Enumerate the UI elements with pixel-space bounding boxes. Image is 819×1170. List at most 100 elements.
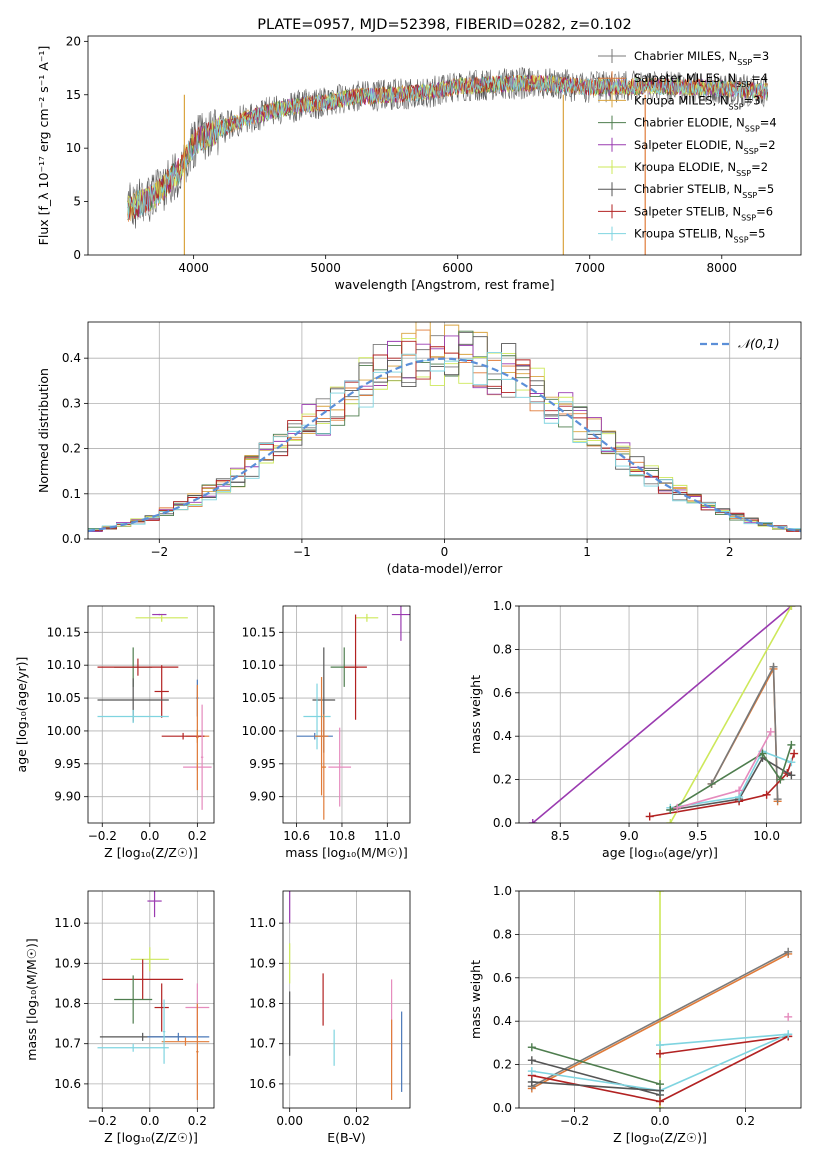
chart-title: PLATE=0957, MJD=52398, FIBERID=0282, z=0… xyxy=(257,17,631,33)
y-axis-label: mass weight xyxy=(468,675,483,754)
errorbar-point xyxy=(161,1037,210,1046)
legend-label: Salpeter MILES, NSSP=4 xyxy=(634,71,768,89)
x-tick-label: 9.5 xyxy=(688,829,707,843)
mass-weight-line xyxy=(532,606,792,823)
errorbar-point xyxy=(355,613,379,622)
axes-frame xyxy=(282,605,411,824)
plot-area xyxy=(296,606,410,820)
y-tick-label: 10.05 xyxy=(242,691,276,705)
y-tick-label: 9.95 xyxy=(54,757,81,771)
y-tick-label: 10.8 xyxy=(249,997,276,1011)
y-tick-label: 10 xyxy=(66,141,81,155)
grid xyxy=(519,605,801,824)
x-axis-label: wavelength [Angstrom, rest frame] xyxy=(334,277,554,292)
x-tick-label: 0.2 xyxy=(188,1114,207,1128)
y-tick-label: 10.8 xyxy=(54,997,81,1011)
mass-weight-marker xyxy=(656,891,664,895)
y-tick-label: 0.6 xyxy=(493,971,512,985)
legend: Chabrier MILES, NSSP=3 Salpeter MILES, NS… xyxy=(598,49,777,244)
x-tick-label: 0.00 xyxy=(276,1114,303,1128)
legend-label: Kroupa ELODIE, NSSP=2 xyxy=(634,160,768,178)
legend-label: Kroupa STELIB, NSSP=5 xyxy=(634,227,765,245)
x-tick-label: 0.2 xyxy=(736,1114,755,1128)
grid xyxy=(88,606,214,823)
x-tick-label: −1 xyxy=(293,545,311,559)
x-tick-label: 5000 xyxy=(310,261,341,275)
legend: 𝒩(0,1) xyxy=(700,336,780,351)
x-axis-label: Z [log₁₀(Z/Z☉)] xyxy=(104,845,198,860)
histogram-salpeter_elodie xyxy=(88,335,801,533)
mass-weight-line xyxy=(670,756,792,811)
x-tick-label: 10.6 xyxy=(283,829,310,843)
axes-frame xyxy=(518,605,802,824)
axes-frame xyxy=(87,890,215,1109)
axes-frame xyxy=(87,321,802,540)
legend-label: Chabrier STELIB, NSSP=5 xyxy=(634,182,774,200)
y-tick-label: 10.7 xyxy=(249,1037,276,1051)
chart-spectrum: 4000 5000 6000 7000 8000 0 5 10 15 20 wavelength [… xyxy=(36,17,802,292)
plot-area xyxy=(127,66,768,255)
spectrum-line-kroupa_stelib xyxy=(127,74,768,219)
errorbar-point xyxy=(97,709,169,724)
plot-area xyxy=(289,891,403,1100)
mass-weight-line xyxy=(669,606,793,823)
y-tick-label: 0.6 xyxy=(493,686,512,700)
y-tick-label: 0.4 xyxy=(62,351,81,365)
x-axis-label: age [log₁₀(age/yr)] xyxy=(602,845,718,860)
x-tick-label: 0 xyxy=(441,545,449,559)
mass-weight-marker xyxy=(527,1077,536,1086)
errorbar-point xyxy=(196,1003,199,1100)
plot-area xyxy=(97,613,212,810)
y-tick-label: 10.05 xyxy=(47,691,81,705)
chart-mass_vs_Z: −0.2 0.0 0.2 10.6 10.7 10.8 10.9 11.0 Z [log₁₀(Z… xyxy=(24,890,215,1145)
y-tick-label: 10.15 xyxy=(47,625,81,639)
x-tick-label: 11.0 xyxy=(374,829,401,843)
y-tick-label: 0.8 xyxy=(493,927,512,941)
y-tick-label: 10.6 xyxy=(54,1077,81,1091)
mass-weight-marker xyxy=(666,805,675,814)
y-tick-label: 10.10 xyxy=(242,658,276,672)
y-tick-label: 10.00 xyxy=(47,724,81,738)
y-axis-label: age [log₁₀(age/yr)] xyxy=(14,657,29,773)
x-tick-label: 8.5 xyxy=(551,829,570,843)
normal-curve xyxy=(88,357,801,533)
y-tick-label: 0 xyxy=(73,248,81,262)
mass-weight-line xyxy=(531,951,789,1088)
errorbar-point xyxy=(328,727,352,807)
mass-weight-marker xyxy=(769,662,778,671)
y-tick-label: 0.0 xyxy=(493,1101,512,1115)
mass-weight-marker xyxy=(735,786,744,795)
mass-weight-line xyxy=(669,744,793,811)
mass-weight-marker xyxy=(666,819,675,823)
y-tick-label: 9.90 xyxy=(249,790,276,804)
x-tick-label: −2 xyxy=(150,545,168,559)
y-axis-label: Flux [f_λ 10⁻¹⁷ erg cm⁻² s⁻¹ A⁻¹] xyxy=(36,46,51,246)
mass-weight-line xyxy=(531,1081,661,1092)
y-tick-label: 9.90 xyxy=(54,790,81,804)
y-tick-label: 15 xyxy=(66,88,81,102)
mass-weight-marker xyxy=(787,758,796,767)
y-tick-label: 0.0 xyxy=(62,532,81,546)
mass-weight-marker xyxy=(766,727,775,736)
errorbar-point xyxy=(161,732,205,740)
x-axis-label: E(B-V) xyxy=(327,1130,366,1145)
errorbar-point xyxy=(303,683,331,750)
y-tick-label: 10.9 xyxy=(249,956,276,970)
plot-area xyxy=(88,322,801,534)
mass-weight-marker xyxy=(790,749,799,758)
mass-weight-line xyxy=(531,1046,661,1085)
spectrum-line-salpeter_stelib xyxy=(127,75,768,220)
grid xyxy=(283,606,410,823)
mass-weight-marker xyxy=(527,1067,536,1076)
y-tick-label: 1.0 xyxy=(493,599,512,613)
chart-mass_weight_vs_age: 8.5 9.0 9.5 10.0 0.0 0.2 0.4 0.6 0.8 1.0 age [log₁… xyxy=(468,599,802,860)
x-tick-label: 10.8 xyxy=(329,829,356,843)
errorbar-point xyxy=(391,606,410,641)
mass-weight-marker xyxy=(656,1049,664,1058)
y-tick-label: 0.8 xyxy=(493,642,512,656)
y-tick-label: 0.1 xyxy=(62,487,81,501)
axes-frame xyxy=(282,890,411,1109)
chart-residual_histogram: −2 −1 0 1 2 0.0 0.1 0.2 0.3 0.4 (data-model)/error… xyxy=(36,321,802,576)
y-tick-label: 11.0 xyxy=(249,916,276,930)
legend-label: Chabrier ELODIE, NSSP=4 xyxy=(634,116,777,134)
